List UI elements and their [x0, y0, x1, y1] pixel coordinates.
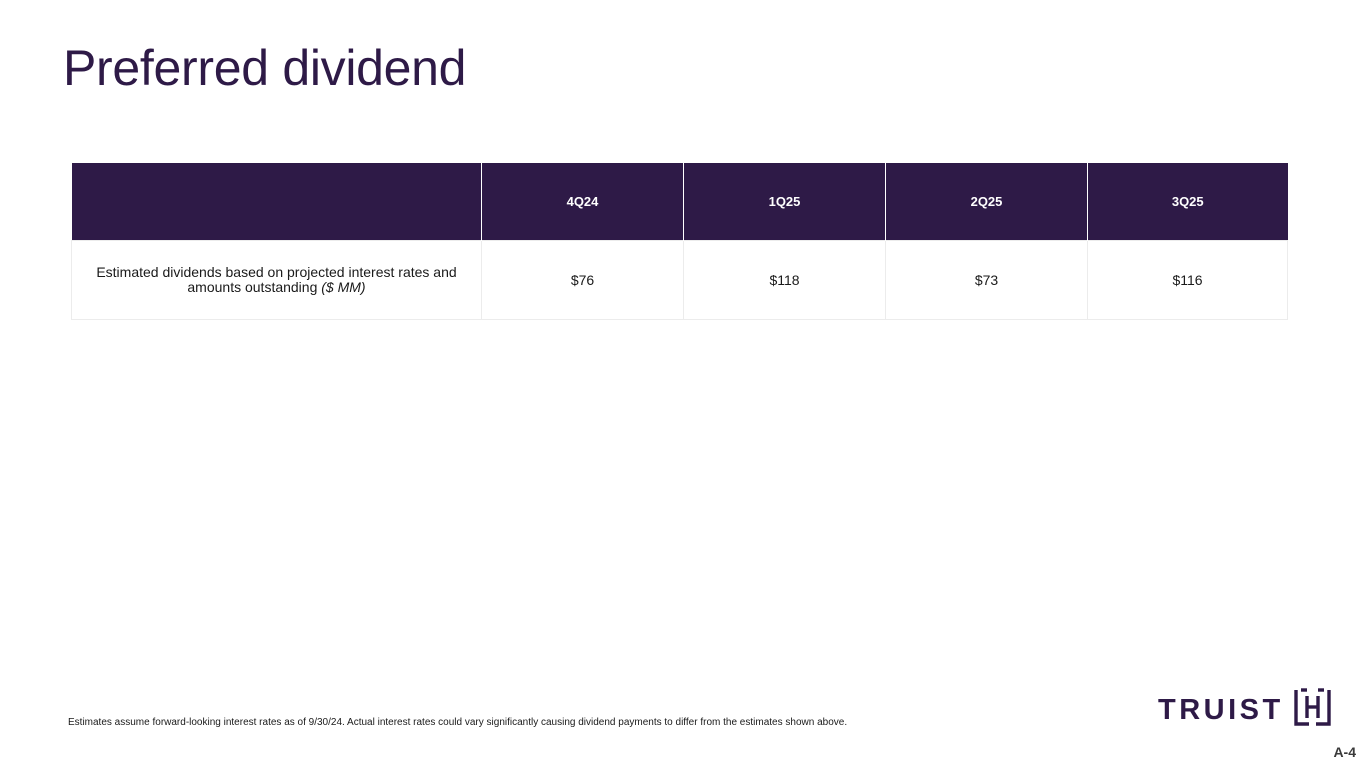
footnote: Estimates assume forward-looking interes…	[68, 717, 848, 728]
table-header-row: 4Q24 1Q25 2Q25 3Q25	[71, 163, 1288, 241]
preferred-dividend-table: 4Q24 1Q25 2Q25 3Q25 Estimated dividends …	[71, 163, 1288, 320]
row-label-unit: ($ MM)	[321, 279, 366, 295]
column-header: 2Q25	[885, 163, 1088, 241]
table-cell: $73	[885, 240, 1088, 320]
table-cell: $76	[481, 240, 684, 320]
page-title: Preferred dividend	[63, 40, 467, 96]
table-cell: $118	[683, 240, 886, 320]
row-label-text: Estimated dividends based on projected i…	[96, 264, 457, 295]
logo-text: TRUIST	[1158, 693, 1284, 726]
table-row: Estimated dividends based on projected i…	[71, 240, 1288, 320]
table-cell: $116	[1087, 240, 1288, 320]
column-header: 1Q25	[683, 163, 886, 241]
row-label: Estimated dividends based on projected i…	[71, 240, 482, 320]
column-header: 3Q25	[1087, 163, 1288, 241]
truist-logo: TRUIST	[1158, 688, 1331, 731]
page-number: A-4	[1333, 744, 1356, 760]
truist-mark-icon	[1294, 688, 1331, 731]
column-header: 4Q24	[481, 163, 684, 241]
table-header-corner	[71, 163, 482, 241]
